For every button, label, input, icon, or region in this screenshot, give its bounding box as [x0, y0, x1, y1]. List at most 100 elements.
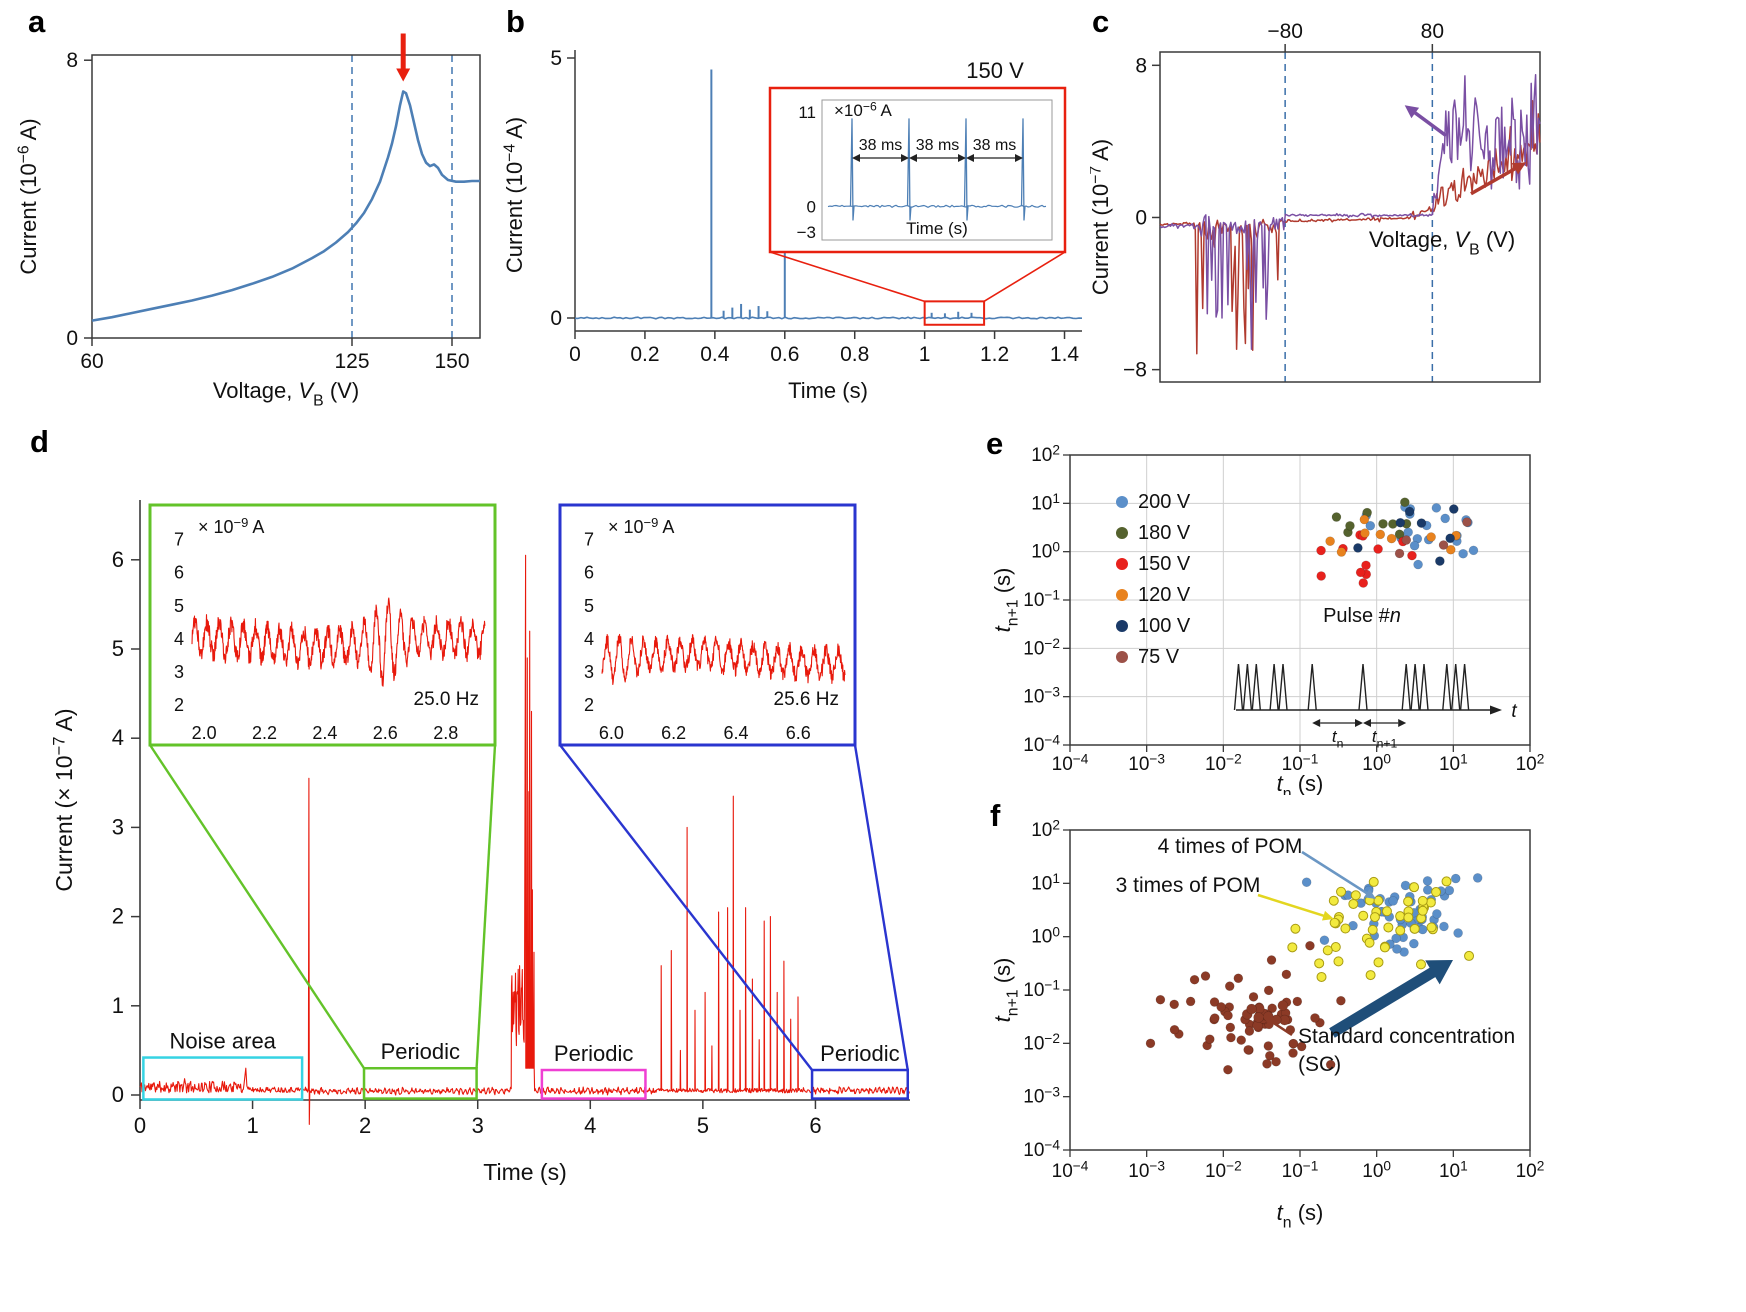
scatter-point	[1329, 917, 1340, 928]
x-axis-label: tn (s)	[1277, 1200, 1324, 1231]
y-tick-label: 10−4	[1023, 733, 1060, 756]
interval-label: tn+1	[1372, 727, 1398, 751]
x-tick-label: 0.6	[770, 343, 799, 366]
scatter-point	[1301, 877, 1312, 888]
arrow-head	[1398, 719, 1407, 727]
inset-y-tick-label: 3	[584, 662, 594, 682]
scatter-point	[1422, 876, 1433, 886]
inset-y-tick-label: 5	[174, 596, 184, 616]
scatter-point	[1316, 971, 1327, 982]
path	[1020, 118, 1026, 221]
y-axis-label: Current (10−4 A)	[502, 117, 527, 273]
scatter-point	[1381, 906, 1392, 917]
frequency-label: 25.6 Hz	[774, 689, 839, 710]
scatter-point	[1340, 923, 1351, 934]
scatter-point	[1445, 533, 1455, 544]
interval-label: 38 ms	[973, 137, 1017, 154]
y-tick-label: 10−3	[1023, 1084, 1060, 1107]
t-axis-label: t	[1511, 701, 1517, 722]
panel-d-plot: 0 1 2 3 4 5 6 0 1 2 3 4 5 6 Noise area Periodic Periodic…	[112, 500, 910, 1138]
region-label: Periodic	[381, 1039, 460, 1064]
scatter-point	[1359, 514, 1370, 525]
pulse-glyph	[1233, 663, 1244, 711]
panel-d-inset: 2 3 4 5 6 7 2.0 2.2 2.4 2.6 2.8 × 10−9 A 25.0 Hz	[148, 503, 497, 747]
scatter-point	[1348, 898, 1359, 909]
path	[827, 204, 1047, 208]
t-axis-arrow	[1490, 705, 1502, 715]
inset-y-tick-label: 0	[807, 197, 816, 216]
x-axis-label: Time (s)	[483, 1159, 566, 1185]
y-tick-label: 5	[550, 47, 562, 70]
scatter-point	[1322, 945, 1333, 956]
scatter-point	[1386, 533, 1397, 544]
x-tick-label: 2	[359, 1113, 371, 1138]
scatter-point	[1292, 996, 1303, 1007]
panel-d-inset: 2 3 4 5 6 7 6.0 6.2 6.4 6.6 × 10−9 A 25.6 Hz	[558, 503, 857, 747]
y-tick-label: 5	[112, 636, 124, 661]
scatter-point	[1271, 1056, 1281, 1067]
x-tick-label: 10−4	[1052, 752, 1089, 775]
scatter-point	[1265, 1050, 1275, 1061]
x-tick-label: 1	[919, 343, 931, 366]
arrow	[1470, 162, 1527, 196]
scatter-point	[1316, 571, 1326, 581]
scatter-point	[1281, 969, 1292, 980]
frequency-label: 25.0 Hz	[414, 689, 479, 710]
scatter-point	[1216, 1002, 1226, 1012]
scatter-point	[1226, 1032, 1236, 1043]
scatter-point	[1409, 882, 1420, 893]
x-tick-label: 10−3	[1128, 1159, 1165, 1182]
scatter-point	[1417, 895, 1428, 906]
x-axis-label: tn (s)	[1277, 771, 1324, 795]
panel-d-chart: 0 1 2 3 4 5 6 0 1 2 3 4 5 6 Noise area Periodic Periodic…	[49, 500, 910, 1185]
line	[148, 744, 366, 1069]
panel-b-chart: 0 0.2 0.4 0.6 0.8 1 1.2 1.4 0 5 11 0 −3 ×10−6 A 38 ms 3…	[502, 47, 1083, 403]
scatter-point	[1409, 938, 1419, 949]
scatter-point	[1205, 1034, 1215, 1045]
y-tick-label: 10−4	[1023, 1138, 1060, 1161]
pulse-glyph	[1459, 663, 1470, 711]
x-tick-label: 100	[1362, 1159, 1391, 1182]
interval-label: 38 ms	[859, 137, 903, 154]
legend-marker	[1116, 589, 1128, 601]
legend-marker	[1116, 496, 1128, 508]
scatter-point	[1314, 958, 1325, 969]
y-tick-label: 8	[1135, 54, 1147, 77]
x-tick-label: 150	[434, 350, 469, 373]
scatter-point	[1373, 895, 1384, 906]
inset-inner-frame	[821, 99, 1053, 241]
scatter-point	[1413, 559, 1423, 570]
scatter-point	[1246, 1003, 1257, 1015]
y-tick-label: 8	[66, 49, 78, 72]
scatter-point	[1263, 985, 1274, 996]
path	[191, 597, 486, 687]
scatter-point	[1353, 543, 1363, 553]
arrow-head	[852, 154, 860, 162]
panel-label-f: f	[990, 798, 1001, 833]
scatter-point	[1267, 1003, 1277, 1014]
y-axis-label: Current (10−6 A)	[16, 118, 41, 274]
scatter-point	[1244, 1026, 1255, 1036]
line	[475, 744, 497, 1069]
pulse-glyph	[1278, 663, 1288, 711]
y-axis-label: tn+1 (s)	[990, 568, 1021, 633]
scatter-point	[1383, 922, 1394, 933]
scatter-point	[1361, 560, 1371, 571]
path	[139, 554, 910, 1125]
y-tick-label: 100	[1031, 539, 1060, 562]
scatter-point	[1379, 942, 1390, 953]
scatter-point	[1391, 933, 1401, 944]
scatter-point	[1431, 503, 1442, 513]
scatter-point	[1155, 994, 1166, 1005]
y-tick-label: 0	[1135, 206, 1147, 229]
line	[983, 251, 1066, 303]
inset-x-label: Time (s)	[906, 219, 968, 238]
scatter-point	[1263, 1041, 1274, 1051]
scatter-point	[1373, 957, 1384, 968]
x-tick-label: 5	[697, 1113, 709, 1138]
region-box	[540, 1068, 647, 1100]
pulse-glyph	[1242, 663, 1253, 711]
x-axis-label: Voltage, VB (V)	[1369, 227, 1515, 258]
y-tick-label: 4	[112, 725, 124, 750]
arrow	[1263, 1016, 1293, 1036]
